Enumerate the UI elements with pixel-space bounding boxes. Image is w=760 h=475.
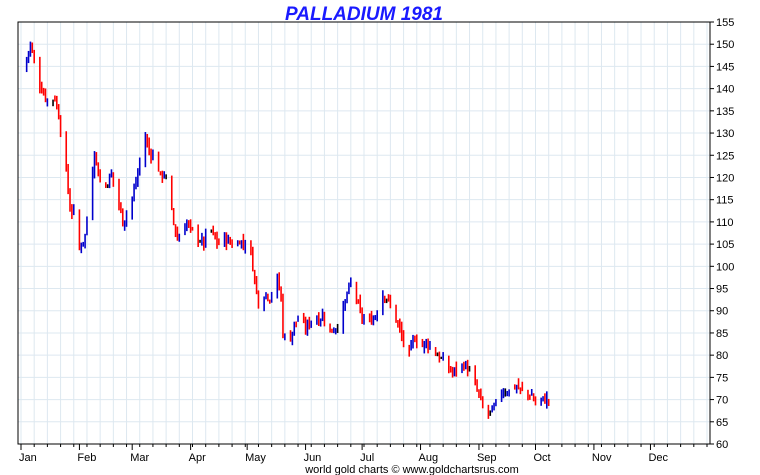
chart-title: PALLADIUM 1981 — [285, 4, 443, 25]
y-tick-label: 70 — [716, 395, 728, 407]
y-axis: 60 65 70 75 80 85 90 95 100 105 110 115 120 125 130 135… — [710, 17, 734, 451]
y-tick-label: 150 — [716, 39, 734, 51]
x-tick-label: Jul — [360, 452, 374, 464]
y-tick-label: 110 — [716, 217, 734, 229]
y-tick-label: 145 — [716, 61, 734, 73]
y-tick-label: 130 — [716, 128, 734, 140]
x-tick-label: Sep — [477, 452, 497, 464]
y-tick-label: 135 — [716, 106, 734, 118]
x-tick-label: Mar — [130, 452, 149, 464]
y-tick-label: 75 — [716, 372, 728, 384]
x-tick-label: Oct — [534, 452, 551, 464]
x-tick-label: Nov — [592, 452, 612, 464]
x-tick-label: Aug — [419, 452, 439, 464]
y-tick-label: 155 — [716, 17, 734, 29]
x-tick-label: Jan — [19, 452, 37, 464]
y-tick-label: 85 — [716, 328, 728, 340]
x-tick-label: Dec — [648, 452, 668, 464]
x-axis: Jan Feb Mar Apr May Jun Jul Aug Sep Oct Nov Dec — [19, 444, 708, 464]
y-tick-label: 100 — [716, 261, 734, 273]
y-tick-label: 80 — [716, 350, 728, 362]
y-tick-label: 90 — [716, 306, 728, 318]
y-tick-label: 95 — [716, 284, 728, 296]
y-tick-label: 125 — [716, 150, 734, 162]
y-tick-label: 115 — [716, 195, 734, 207]
y-tick-label: 140 — [716, 84, 734, 96]
chart-footer: world gold charts © www.goldchartsrus.co… — [304, 464, 519, 475]
y-tick-label: 120 — [716, 172, 734, 184]
x-tick-label: Jun — [304, 452, 322, 464]
x-tick-label: May — [245, 452, 266, 464]
price-bars — [25, 41, 550, 419]
y-tick-label: 65 — [716, 417, 728, 429]
x-tick-label: Feb — [77, 452, 96, 464]
y-tick-label: 60 — [716, 439, 728, 451]
x-tick-label: Apr — [189, 452, 206, 464]
y-tick-label: 105 — [716, 239, 734, 251]
